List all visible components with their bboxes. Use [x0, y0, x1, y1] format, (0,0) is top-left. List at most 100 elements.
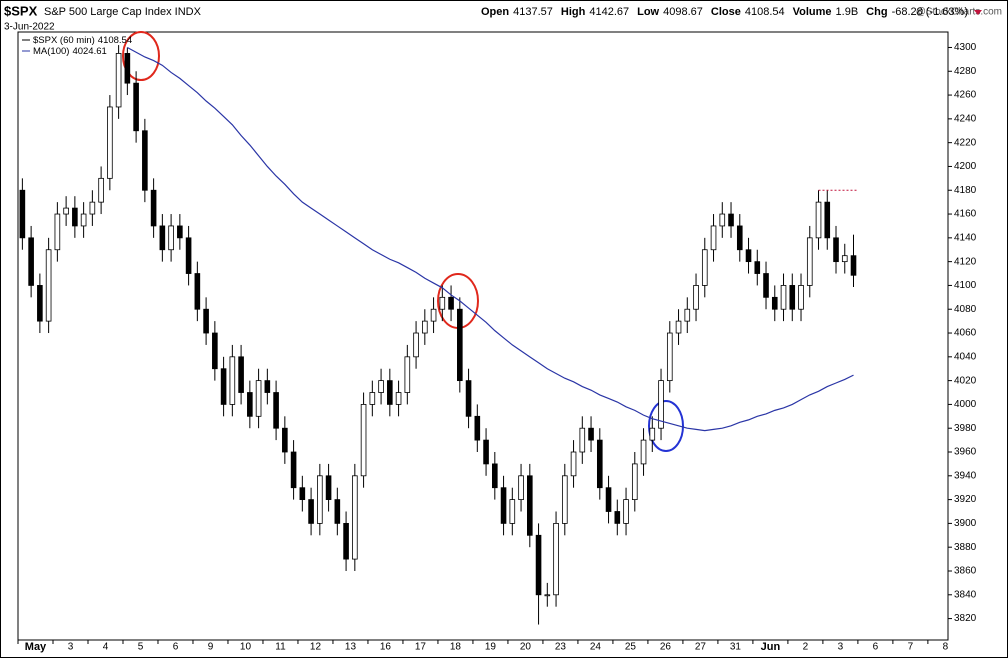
- stat-label: Volume: [793, 6, 832, 18]
- legend-name: MA(100): [33, 46, 69, 57]
- legend-value: 4024.61: [72, 46, 106, 57]
- candle-body: [640, 439, 647, 465]
- stat-label: Low: [637, 6, 659, 18]
- candle-body: [395, 392, 402, 405]
- x-tick-label: 8: [943, 642, 949, 653]
- chg-arrow: [974, 10, 982, 15]
- y-tick-label: 4240: [954, 113, 977, 124]
- candle-body: [229, 356, 236, 405]
- y-tick-label: 4120: [954, 256, 977, 267]
- y-tick-label: 3880: [954, 542, 977, 553]
- x-tick-label: 13: [345, 642, 357, 653]
- y-tick-label: 3820: [954, 613, 977, 624]
- candle-body: [596, 439, 603, 489]
- candle-body: [824, 201, 831, 239]
- symbol: $SPX: [4, 3, 38, 18]
- candle-body: [334, 499, 341, 524]
- candle-body: [728, 213, 734, 227]
- x-tick-label: 18: [450, 642, 462, 653]
- x-tick-label: 11: [275, 642, 286, 653]
- legend-entry: $SPX (60 min) 4108.54: [33, 35, 132, 46]
- candle-body: [719, 213, 726, 227]
- candle-body: [763, 273, 769, 298]
- candle-body: [658, 380, 664, 429]
- candle-body: [544, 594, 551, 597]
- x-tick-label: 3: [68, 642, 74, 653]
- candle-body: [63, 207, 69, 215]
- x-tick-label: 6: [173, 642, 179, 653]
- x-tick-label: 5: [138, 642, 144, 653]
- candle-body: [54, 213, 61, 251]
- legend-value: 4108.54: [98, 35, 132, 46]
- candle-body: [815, 201, 822, 239]
- candle-body: [736, 225, 743, 251]
- candle-body: [492, 463, 498, 489]
- x-tick-label: 10: [240, 642, 252, 653]
- stat-label: Close: [711, 6, 741, 18]
- candle-body: [666, 332, 673, 382]
- candle-body: [387, 380, 393, 405]
- x-tick-label: 27: [695, 642, 707, 653]
- candle-body: [124, 53, 131, 84]
- candle-body: [430, 308, 437, 322]
- candle-body: [841, 255, 848, 263]
- candle-body: [448, 296, 454, 310]
- candle-body: [255, 380, 262, 417]
- candle-body: [177, 225, 183, 239]
- candle-body: [28, 237, 34, 286]
- candle-body: [693, 285, 699, 310]
- candle-body: [159, 225, 166, 251]
- y-tick-label: 4300: [954, 42, 977, 53]
- candle-body: [212, 332, 218, 370]
- candle-body: [290, 451, 297, 489]
- candle-body: [798, 285, 804, 310]
- candle-body: [850, 255, 857, 276]
- candle-body: [378, 380, 384, 393]
- candle-body: [579, 427, 586, 453]
- x-tick-label: May: [25, 641, 47, 653]
- x-tick-label: 26: [660, 642, 672, 653]
- candle-body: [413, 332, 419, 358]
- date: 3-Jun-2022: [4, 22, 55, 33]
- y-tick-label: 4160: [954, 209, 977, 220]
- y-tick-label: 4200: [954, 161, 977, 172]
- candle-body: [308, 499, 314, 524]
- y-tick-label: 3860: [954, 566, 977, 577]
- candle-body: [317, 475, 323, 524]
- candle-body: [553, 522, 559, 596]
- stat-label: Chg: [866, 6, 887, 18]
- candle-body: [369, 392, 376, 405]
- stat-label: Open: [481, 6, 509, 18]
- stat-value: 4137.57: [513, 6, 553, 18]
- candle-body: [500, 487, 507, 524]
- candle-body: [107, 106, 113, 179]
- candle-body: [605, 487, 612, 512]
- candle-body: [404, 356, 411, 393]
- x-tick-label: 7: [908, 642, 914, 653]
- candle-body: [194, 273, 201, 310]
- y-tick-label: 4140: [954, 232, 977, 243]
- candle-body: [72, 207, 78, 227]
- candle-body: [465, 380, 472, 417]
- candle-body: [710, 225, 717, 251]
- candle-body: [483, 439, 489, 465]
- candle-body: [771, 296, 778, 310]
- candle-body: [89, 201, 96, 215]
- stat-value: 1.9B: [836, 6, 859, 18]
- watermark: @StockCharts.com: [916, 7, 1002, 18]
- candle-body: [45, 249, 52, 322]
- stat-value: 4098.67: [663, 6, 703, 18]
- candle-body: [745, 249, 752, 263]
- y-tick-label: 4220: [954, 137, 977, 148]
- stat-label: High: [561, 6, 586, 18]
- candle-body: [80, 213, 87, 227]
- candle-body: [509, 499, 516, 524]
- x-tick-label: 17: [415, 642, 427, 653]
- stat-value: 4108.54: [745, 6, 785, 18]
- y-tick-label: 4100: [954, 280, 977, 291]
- candle-body: [780, 285, 787, 310]
- candle-body: [833, 237, 839, 263]
- candle-body: [325, 475, 332, 501]
